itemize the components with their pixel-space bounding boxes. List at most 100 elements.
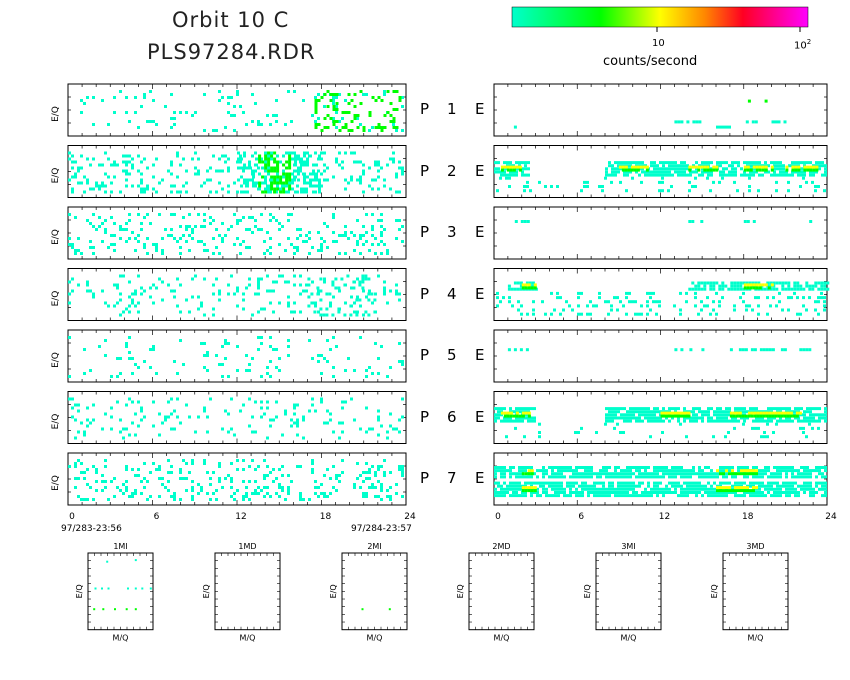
e-band-cell xyxy=(809,161,812,165)
e-band-hot-cell xyxy=(755,283,759,287)
e-band-cell xyxy=(635,469,638,473)
p-data-cell xyxy=(293,421,296,425)
p-data-cell xyxy=(278,301,281,305)
p-data-cell xyxy=(335,160,338,164)
e-band-cell xyxy=(683,419,686,423)
e-band-cell xyxy=(718,284,722,288)
e-band-hot-cell xyxy=(780,414,784,418)
p-data-cell xyxy=(260,213,263,216)
e-band-cell xyxy=(503,173,506,177)
p-data-cell xyxy=(125,96,128,99)
mass-data-point xyxy=(127,587,129,590)
p-data-cell xyxy=(254,492,257,495)
p-data-cell xyxy=(74,160,77,164)
e-band-cell xyxy=(700,287,704,291)
p-data-cell xyxy=(146,237,149,240)
e-scatter-cell xyxy=(511,304,514,308)
e-band-cell xyxy=(752,407,755,411)
e-band-hot-cell xyxy=(728,486,731,490)
e-band-cell xyxy=(632,466,635,469)
e-band-cell xyxy=(683,475,686,479)
e-scatter-cell xyxy=(805,308,808,312)
p-data-cell xyxy=(297,172,300,176)
p-data-cell xyxy=(221,237,224,240)
p-data-cell xyxy=(131,298,134,302)
p-data-cell xyxy=(344,400,347,404)
p-hot-cell xyxy=(267,157,271,161)
p-hot-cell xyxy=(395,108,399,111)
e-band-cell xyxy=(500,469,503,473)
e-band-cell xyxy=(689,170,692,174)
e-band-hot-cell xyxy=(709,168,713,172)
e-band-cell xyxy=(554,466,557,469)
e-band-cell xyxy=(494,419,497,423)
e-band-cell xyxy=(509,484,512,488)
e-band-hot-cell xyxy=(774,411,778,415)
p-data-cell xyxy=(284,498,287,501)
e-band-cell xyxy=(803,419,806,423)
e-band-cell xyxy=(689,173,692,177)
p-data-cell xyxy=(221,96,224,99)
e-band-cell xyxy=(767,487,770,491)
mass-data-point xyxy=(102,608,105,611)
e-band-cell xyxy=(815,466,818,469)
e-band-cell xyxy=(560,491,563,494)
e-band-cell xyxy=(689,481,692,485)
p-data-cell xyxy=(320,157,323,161)
mass-panel-ylabel: E/Q xyxy=(583,584,592,598)
e-panel-4 xyxy=(493,268,828,321)
e-band-cell xyxy=(599,487,602,491)
e-band-cell xyxy=(701,170,704,174)
p-hot-cell xyxy=(389,120,393,123)
e-band-cell xyxy=(647,173,650,177)
e-band-cell xyxy=(533,419,536,423)
p-data-cell xyxy=(95,471,98,474)
p-data-cell xyxy=(188,249,191,252)
p-data-cell xyxy=(212,307,215,311)
p-data-cell xyxy=(377,415,380,419)
p-data-cell xyxy=(260,228,263,231)
p-data-cell xyxy=(176,397,179,401)
p-data-cell xyxy=(332,99,335,102)
e-scatter-cell xyxy=(787,180,790,184)
e-scatter-cell xyxy=(781,308,784,312)
e-band-cell xyxy=(800,466,803,469)
e-data-cell xyxy=(799,348,803,352)
e-band-cell xyxy=(773,416,776,420)
p-data-cell xyxy=(335,111,338,114)
p-data-cell xyxy=(125,240,128,243)
p-data-cell xyxy=(319,298,323,302)
p-data-cell xyxy=(101,480,104,483)
e-band-cell xyxy=(809,170,812,174)
e-band-cell xyxy=(716,416,719,420)
p-data-cell xyxy=(71,154,74,158)
e-band-cell xyxy=(587,475,590,479)
p-data-cell xyxy=(377,169,380,173)
e-band-cell xyxy=(683,481,686,485)
e-band-cell xyxy=(647,481,650,485)
e-data-cell xyxy=(698,120,702,124)
e-band-hot-cell xyxy=(630,168,634,172)
p-hot-cell xyxy=(273,181,277,185)
p-data-cell xyxy=(200,301,203,305)
e-band-cell xyxy=(821,164,824,168)
p-data-cell xyxy=(341,166,344,170)
p-data-cell xyxy=(128,172,131,176)
e-scatter-cell xyxy=(799,312,802,316)
e-band-cell xyxy=(719,170,722,174)
p-data-cell xyxy=(306,181,309,185)
e-band-cell xyxy=(515,173,518,177)
e-scatter-cell xyxy=(508,300,511,304)
e-data-cell xyxy=(728,125,731,129)
e-band-cell xyxy=(518,481,521,485)
p-hot-cell xyxy=(264,190,268,194)
e-band-cell xyxy=(719,481,722,485)
e-scatter-cell xyxy=(580,291,583,295)
e-band-cell xyxy=(739,287,743,291)
p-hot-cell xyxy=(395,126,399,129)
page-title: Orbit 10 C xyxy=(172,8,290,32)
e-band-hot-cell xyxy=(636,168,640,172)
e-band-cell xyxy=(665,484,668,488)
p-data-cell xyxy=(257,283,260,287)
p-data-cell xyxy=(185,181,188,185)
